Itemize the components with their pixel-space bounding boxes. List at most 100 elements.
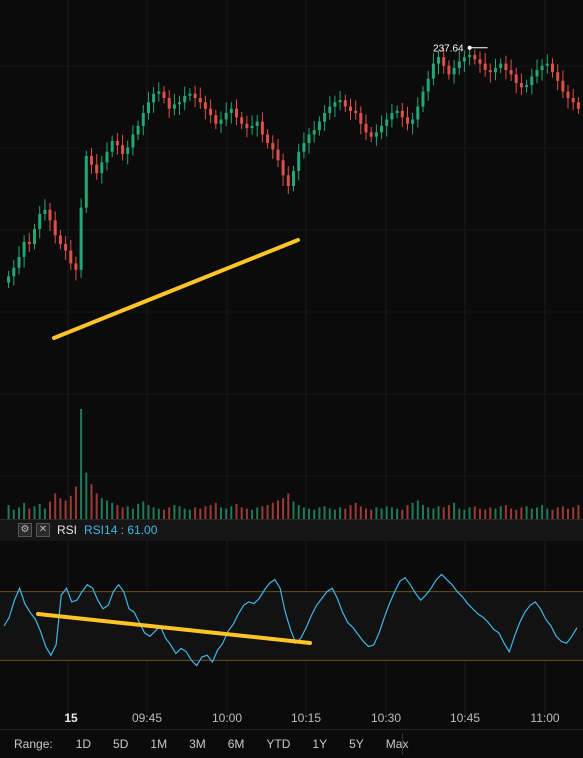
x-tick-label: 09:45: [132, 711, 162, 725]
volume-bar: [401, 509, 404, 519]
candle-body: [343, 100, 347, 107]
candle: [126, 140, 130, 165]
volume-bar: [541, 505, 544, 519]
range-button-max[interactable]: Max: [385, 737, 409, 751]
candle: [214, 109, 218, 130]
volume-bar: [359, 506, 362, 519]
candle: [317, 116, 321, 136]
candle: [364, 114, 368, 141]
volume-bar: [266, 505, 269, 519]
candle: [349, 98, 352, 121]
volume-bar: [484, 509, 487, 519]
candle-body: [100, 162, 104, 174]
x-tick-label: 15: [64, 711, 78, 725]
range-button-1m[interactable]: 1M: [150, 737, 168, 751]
x-tick-label: 10:15: [291, 711, 321, 725]
range-button-5y[interactable]: 5Y: [349, 737, 364, 751]
candle-body: [131, 134, 135, 148]
candle: [488, 63, 492, 83]
candle-body: [317, 121, 321, 131]
candle: [219, 111, 223, 133]
candle: [245, 115, 249, 138]
candle-body: [147, 102, 150, 113]
volume-bar: [183, 508, 186, 519]
range-button-3m[interactable]: 3M: [189, 737, 206, 751]
candle: [457, 51, 461, 75]
candle: [121, 134, 125, 161]
candle: [473, 49, 477, 65]
candle: [354, 100, 358, 120]
range-button-6m[interactable]: 6M: [227, 737, 245, 751]
candle-body: [452, 67, 456, 75]
candle: [530, 68, 534, 95]
volume-bar: [157, 508, 160, 519]
volume-bar: [302, 507, 305, 519]
volume-bar: [489, 507, 492, 519]
candle-body: [22, 241, 26, 257]
trendlines[interactable]: [36, 238, 312, 645]
volume-bar: [567, 508, 569, 519]
candle-body: [48, 209, 52, 221]
range-button-1y[interactable]: 1Y: [312, 737, 328, 751]
volume-bar: [479, 508, 481, 519]
candle: [545, 54, 549, 74]
candle-body: [12, 267, 16, 277]
settings-icon[interactable]: ⚙: [18, 523, 32, 537]
volume-bar: [375, 507, 378, 519]
candle-body: [468, 55, 472, 58]
candle-body: [260, 121, 264, 135]
volume-bar: [85, 472, 88, 519]
rsi-band-fill: [0, 591, 583, 661]
range-button-1d[interactable]: 1D: [75, 737, 92, 751]
candle-body: [203, 102, 207, 109]
candle: [203, 95, 207, 120]
candle-body: [224, 113, 228, 120]
volume-bar: [282, 498, 285, 519]
candle-body: [121, 145, 125, 154]
candle-body: [380, 125, 384, 133]
volume-bar: [530, 508, 533, 519]
volume-bar: [137, 503, 140, 519]
candle: [183, 86, 187, 111]
candle-body: [276, 149, 280, 161]
candle-body: [297, 151, 301, 171]
range-button-ytd[interactable]: YTD: [266, 737, 291, 751]
volume-bar: [90, 484, 93, 519]
candle-body: [229, 108, 233, 113]
close-icon[interactable]: ✕: [36, 523, 50, 537]
candle-body: [447, 65, 451, 75]
candle: [240, 112, 244, 130]
candle: [110, 135, 114, 158]
candle-body: [333, 102, 337, 107]
volume-bar: [204, 506, 207, 519]
candle: [333, 95, 337, 118]
volume-bar: [546, 508, 549, 519]
candle-body: [328, 106, 332, 113]
candle-body: [364, 123, 368, 133]
candle: [255, 115, 259, 137]
volume-bar: [240, 507, 243, 519]
candle: [504, 55, 508, 80]
candle-body: [17, 257, 21, 268]
candle: [141, 105, 145, 136]
candle-body: [576, 102, 580, 109]
candle: [79, 198, 83, 278]
candle: [297, 143, 301, 181]
volume-bar: [536, 507, 538, 519]
candle: [53, 211, 57, 244]
volume-bar: [7, 505, 10, 519]
candle: [426, 70, 430, 101]
candle-body: [266, 134, 270, 144]
volume-bar: [100, 498, 103, 519]
range-selector: Range: 1D 5D 1M 3M 6M YTD 1Y 5Y Max: [6, 733, 408, 755]
candle: [312, 121, 316, 143]
candle-body: [193, 93, 197, 98]
volume-bar: [271, 502, 274, 519]
candle-body: [556, 72, 560, 81]
candle: [478, 51, 482, 73]
candle-body: [209, 108, 213, 116]
candle-body: [74, 263, 78, 270]
range-button-5d[interactable]: 5D: [113, 737, 129, 751]
range-divider: [402, 733, 403, 755]
